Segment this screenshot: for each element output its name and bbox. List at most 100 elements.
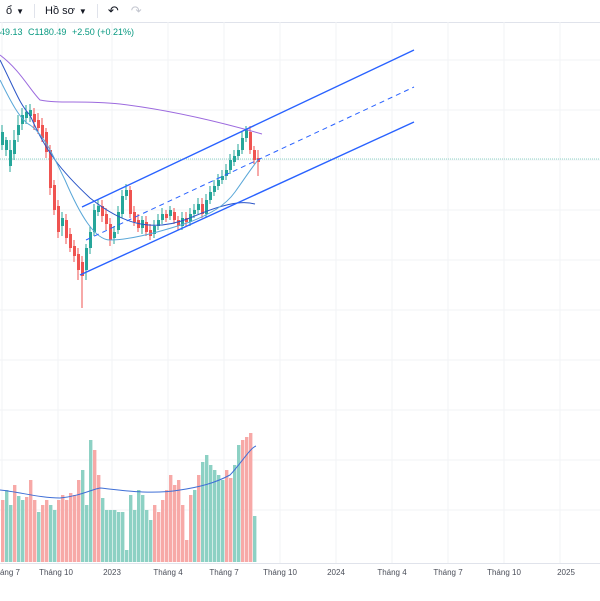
volume-bar (225, 470, 229, 562)
volume-bar (185, 540, 189, 562)
time-axis-label: áng 7 (0, 568, 21, 577)
candle-body (73, 246, 76, 256)
volume-bar (149, 520, 153, 562)
toolbar-menu-1[interactable]: ổ ▼ (0, 0, 30, 22)
volume-bar (125, 550, 129, 562)
candle-body (217, 180, 220, 186)
volume-bar (65, 500, 69, 562)
candle-body (41, 125, 44, 138)
volume-bar (97, 475, 101, 562)
volume-bar (245, 437, 249, 562)
time-axis-label: 2023 (103, 568, 121, 577)
time-axis-label: Tháng 7 (433, 568, 463, 577)
candle-body (229, 160, 232, 170)
volume-bar (213, 470, 217, 562)
volume-bar (61, 495, 65, 562)
candle-body (49, 150, 52, 188)
candle-body (109, 224, 112, 240)
volume-bar (237, 445, 241, 562)
volume-bar (89, 440, 93, 562)
undo-icon: ↶ (107, 3, 119, 18)
redo-button[interactable]: ↷ (125, 0, 148, 22)
volume-bar (229, 478, 233, 562)
volume-bar (17, 496, 21, 562)
volume-bar (101, 498, 105, 562)
volume-bar (33, 500, 37, 562)
candle-body (125, 190, 128, 196)
volume-bar (85, 505, 89, 562)
candle-body (237, 150, 240, 156)
volume-bar (173, 485, 177, 562)
volume-bar (217, 475, 221, 562)
candle-body (233, 156, 236, 162)
volume-bar (117, 512, 121, 562)
volume-bar (13, 485, 17, 562)
candle-body (209, 192, 212, 200)
candle-body (61, 218, 64, 226)
candle-body (197, 204, 200, 210)
candle-body (25, 112, 28, 118)
volume-bar (201, 462, 205, 562)
volume-bar (37, 512, 41, 562)
profile-menu[interactable]: Hồ sơ ▼ (39, 0, 93, 22)
candle-body (1, 132, 4, 145)
candle-body (53, 185, 56, 210)
volume-bar (205, 455, 209, 562)
volume-bar (25, 497, 29, 562)
moving-average-line (0, 79, 259, 241)
volume-bar (5, 490, 9, 562)
moving-average-line (0, 54, 263, 135)
candle-body (193, 210, 196, 214)
redo-icon: ↷ (130, 3, 142, 18)
time-axis-label: 2024 (327, 568, 345, 577)
channel-lower-line (79, 121, 415, 276)
candle-body (173, 212, 176, 220)
volume-bar (105, 510, 109, 562)
candle-body (45, 132, 48, 152)
volume-bar (49, 505, 53, 562)
volume-bar (157, 512, 161, 562)
candle-body (97, 206, 100, 212)
legend-change-value: +2.50 (+0.21%) (71, 27, 134, 37)
candle-body (93, 210, 96, 232)
undo-button[interactable]: ↶ (102, 0, 125, 22)
candle-body (157, 220, 160, 226)
candle-body (33, 114, 36, 122)
volume-bar (21, 500, 25, 562)
candle-body (17, 125, 20, 135)
volume-bar (193, 490, 197, 562)
candle-body (65, 220, 68, 238)
channel-middle-line (85, 86, 415, 241)
volume-bar (121, 512, 125, 562)
candle-body (129, 190, 132, 214)
volume-bar (41, 505, 45, 562)
volume-average-line (0, 445, 257, 499)
time-axis-label: Tháng 10 (263, 568, 297, 577)
time-axis[interactable]: áng 7 Tháng 10 2023 Tháng 4 Tháng 7 Tháng 10 2… (0, 563, 600, 601)
volume-bar (241, 440, 245, 562)
candle-body (249, 132, 252, 150)
candle-body (69, 234, 72, 248)
volume-bar (141, 495, 145, 562)
top-toolbar: ổ ▼ Hồ sơ ▼ ↶ ↷ (0, 0, 600, 23)
candle-body (221, 176, 224, 180)
ohlc-legend: 49.13 C1180.49 +2.50 (+0.21%) (0, 27, 137, 37)
price-chart-canvas[interactable] (0, 0, 600, 563)
candle-body (57, 206, 60, 232)
candle-body (77, 254, 80, 270)
volume-bar (209, 465, 213, 562)
channel-upper-line (81, 49, 415, 208)
volume-bar (93, 450, 97, 562)
candle-body (113, 232, 116, 238)
profile-menu-label: Hồ sơ (45, 5, 75, 17)
volume-bar (29, 480, 33, 562)
candle-body (29, 110, 32, 116)
candle-body (133, 212, 136, 222)
volume-bar (109, 510, 113, 562)
candle-body (253, 150, 256, 160)
candle-body (9, 150, 12, 166)
candle-body (181, 218, 184, 226)
volume-bar (169, 475, 173, 562)
volume-bar (153, 505, 157, 562)
toolbar-divider (96, 4, 98, 18)
